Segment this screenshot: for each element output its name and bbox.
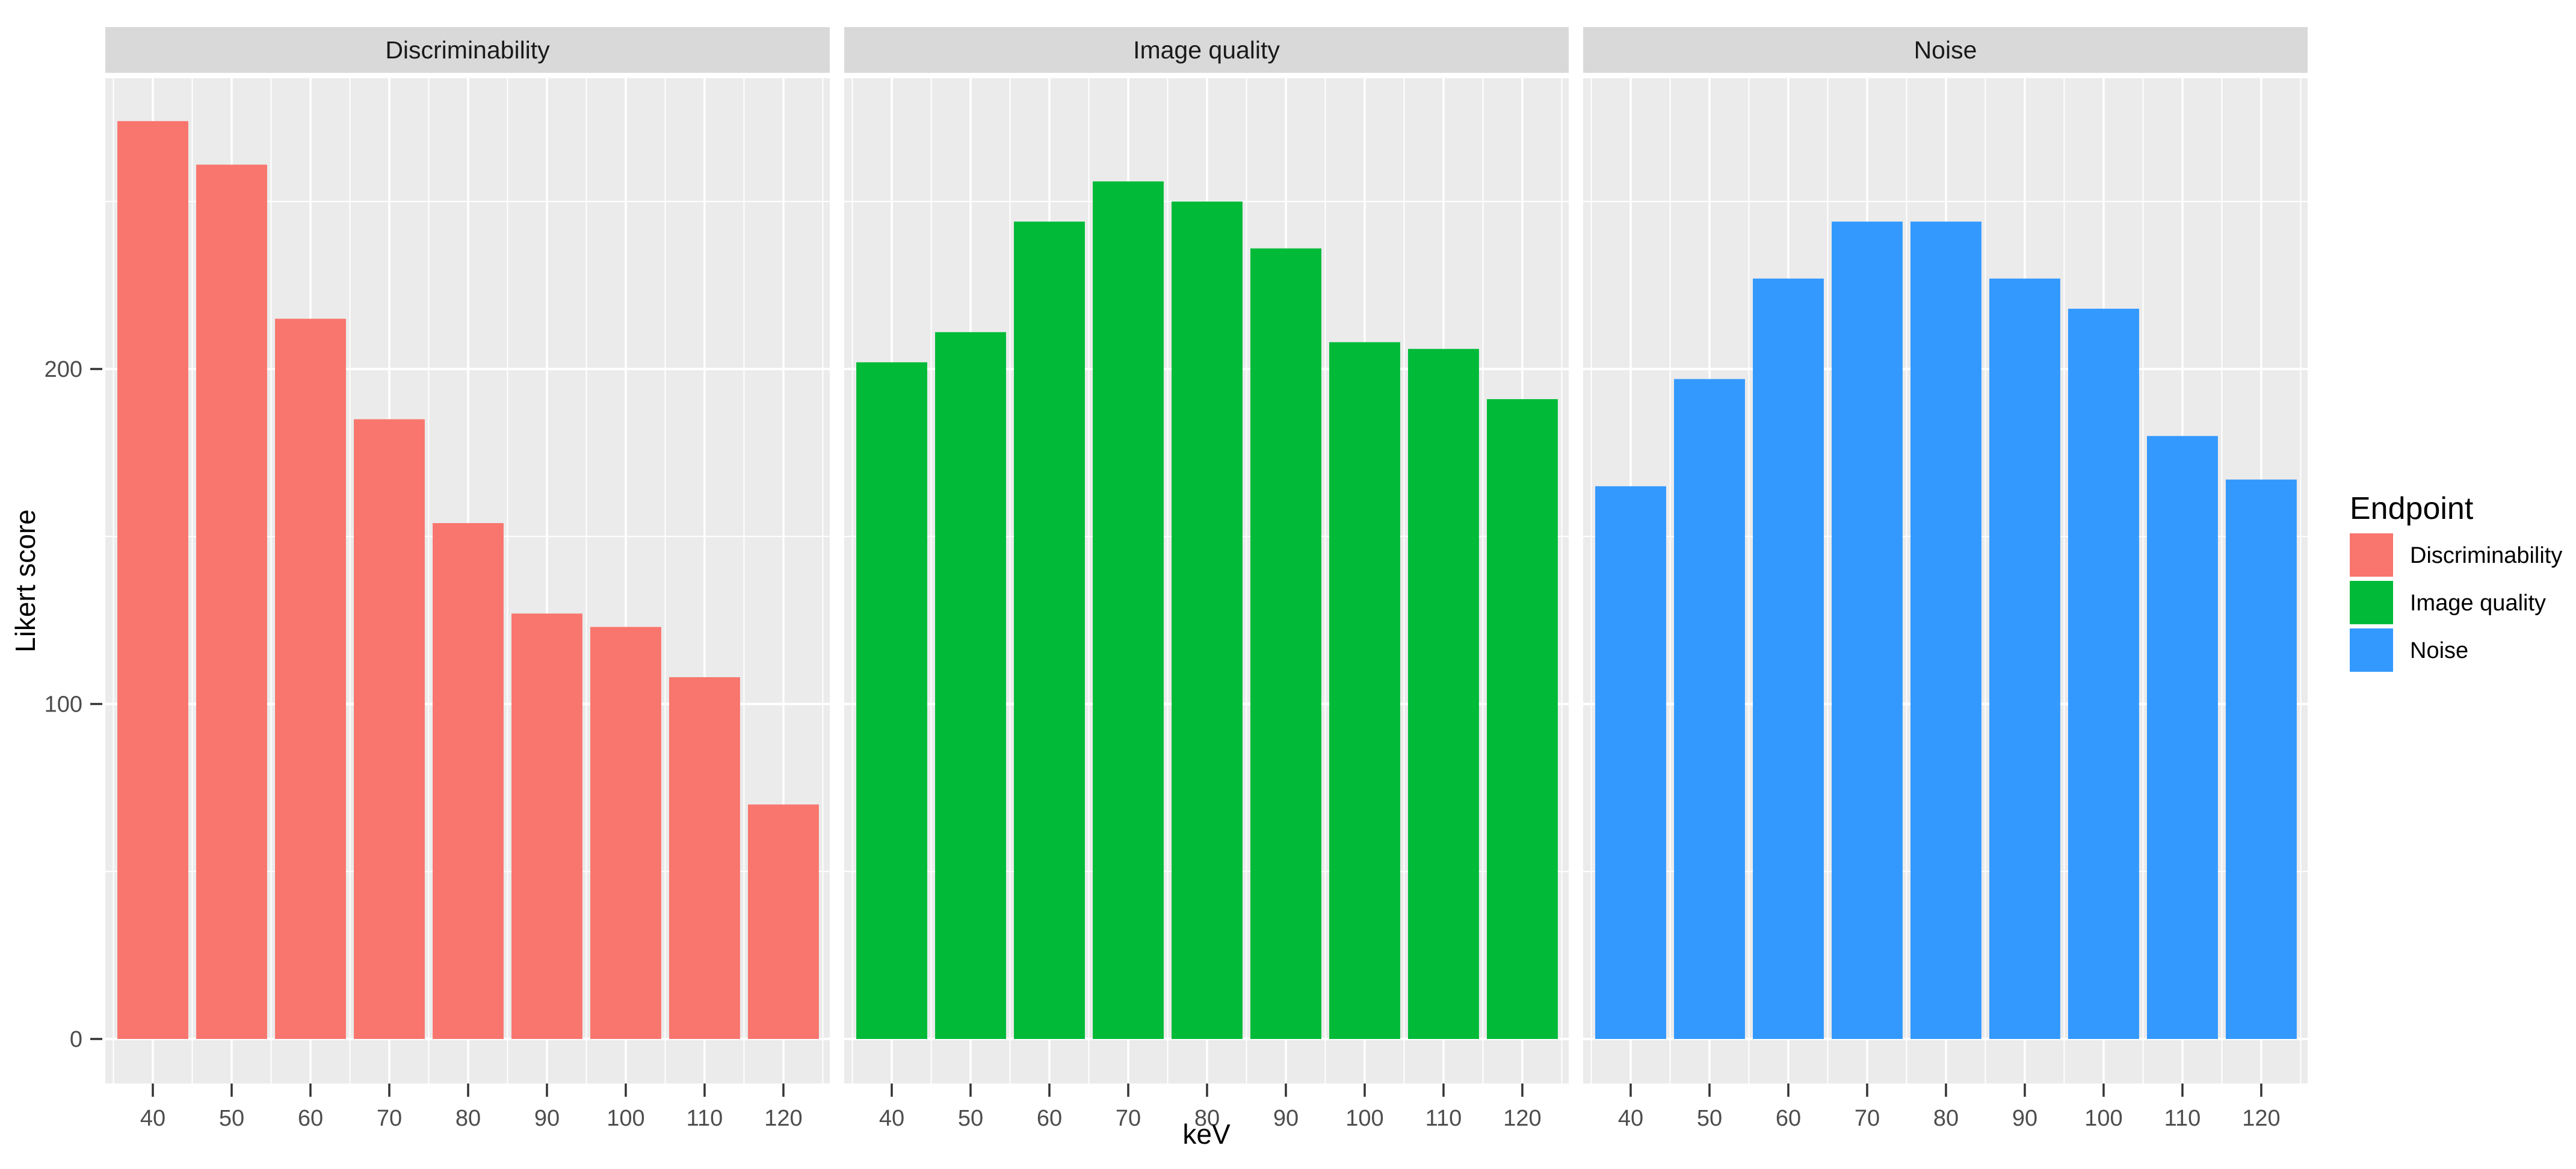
legend-item-label: Discriminability <box>2410 543 2562 568</box>
bar <box>2225 479 2297 1039</box>
bar <box>354 419 425 1039</box>
legend-item-label: Noise <box>2410 638 2468 663</box>
bar <box>1989 278 2060 1039</box>
bar <box>196 164 267 1039</box>
bar <box>669 677 740 1039</box>
x-tick-label: 50 <box>1697 1106 1722 1131</box>
bar <box>747 804 819 1039</box>
x-tick-label: 120 <box>764 1106 802 1131</box>
x-tick-label: 100 <box>607 1106 644 1131</box>
bar <box>117 121 188 1040</box>
y-tick-label: 200 <box>45 357 82 382</box>
y-tick-label: 0 <box>70 1027 82 1052</box>
bar <box>1486 399 1558 1040</box>
bar <box>1250 248 1321 1039</box>
x-tick-label: 40 <box>1618 1106 1643 1131</box>
bar <box>1832 222 1903 1039</box>
facet-strip-label: Noise <box>1914 36 1977 64</box>
bar <box>1329 342 1400 1039</box>
x-tick-label: 100 <box>2084 1106 2122 1131</box>
x-tick-label: 40 <box>140 1106 165 1131</box>
legend-swatch <box>2350 581 2393 624</box>
bar <box>935 332 1006 1040</box>
x-tick-label: 50 <box>219 1106 244 1131</box>
bar <box>1093 181 1164 1039</box>
bar <box>2147 436 2218 1039</box>
bar <box>1910 222 1981 1039</box>
facet-strip <box>844 27 1569 73</box>
x-axis-title: keV <box>1182 1118 1231 1150</box>
bar <box>1014 222 1085 1039</box>
legend-swatch <box>2350 533 2393 577</box>
bar <box>1753 278 1824 1039</box>
bar <box>511 613 582 1039</box>
x-tick-label: 110 <box>1425 1106 1462 1131</box>
x-tick-label: 80 <box>456 1106 481 1131</box>
facet-strip <box>1583 27 2308 73</box>
y-axis-title: Likert score <box>10 509 41 653</box>
x-tick-label: 60 <box>1776 1106 1801 1131</box>
x-tick-label: 40 <box>879 1106 904 1131</box>
x-tick-label: 70 <box>1116 1106 1141 1131</box>
x-tick-label: 90 <box>534 1106 560 1131</box>
facet-strip-label: Image quality <box>1133 36 1280 64</box>
x-tick-label: 120 <box>1503 1106 1541 1131</box>
x-tick-label: 90 <box>1273 1106 1299 1131</box>
bar <box>1172 201 1243 1039</box>
x-tick-label: 90 <box>2012 1106 2037 1131</box>
legend-item-label: Image quality <box>2410 591 2546 616</box>
x-tick-label: 80 <box>1194 1106 1220 1131</box>
x-tick-label: 110 <box>687 1106 723 1131</box>
x-tick-label: 60 <box>298 1106 323 1131</box>
facet-strip <box>105 27 830 73</box>
y-tick-label: 100 <box>45 692 82 718</box>
x-tick-label: 70 <box>377 1106 402 1131</box>
bar <box>2068 308 2139 1039</box>
x-tick-label: 100 <box>1345 1106 1383 1131</box>
bar <box>1408 349 1479 1039</box>
x-tick-label: 60 <box>1037 1106 1062 1131</box>
facet-strip-label: Discriminability <box>385 36 550 64</box>
bar <box>590 627 661 1039</box>
bar <box>275 318 346 1039</box>
bar <box>433 522 504 1039</box>
bar <box>1595 486 1666 1039</box>
x-tick-label: 80 <box>1933 1106 1959 1131</box>
x-tick-label: 70 <box>1855 1106 1880 1131</box>
x-tick-label: 110 <box>2164 1106 2201 1131</box>
bar <box>1674 379 1745 1039</box>
legend-title: Endpoint <box>2350 491 2474 526</box>
x-tick-label: 120 <box>2242 1106 2280 1131</box>
bar <box>856 362 927 1039</box>
legend-swatch <box>2350 628 2393 672</box>
x-tick-label: 50 <box>958 1106 983 1131</box>
